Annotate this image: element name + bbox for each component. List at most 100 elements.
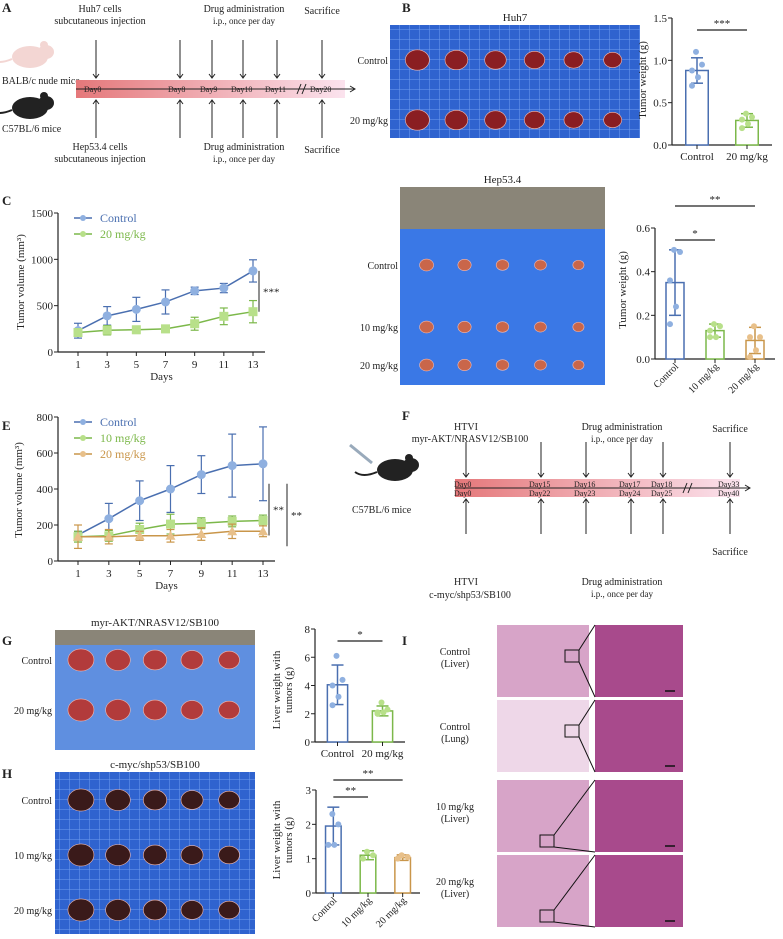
panel-f-bottom-arrow-head xyxy=(462,498,470,504)
data-point xyxy=(131,304,141,314)
data-point xyxy=(689,82,695,89)
zoom-box xyxy=(539,834,555,848)
tumor xyxy=(218,790,240,810)
data-point xyxy=(707,334,713,341)
a-bottom-event-1: subcutaneous injection xyxy=(54,154,145,165)
tumor xyxy=(603,52,622,68)
y-tick-label: 600 xyxy=(37,448,54,460)
histology-zoom xyxy=(595,625,683,697)
legend-label: Control xyxy=(100,415,137,429)
nude-mouse-icon xyxy=(0,41,54,68)
data-point xyxy=(219,283,229,293)
data-point xyxy=(339,676,346,683)
tumor xyxy=(143,844,168,866)
y-tick-label: 1000 xyxy=(31,254,54,266)
y-axis-label: Liver weight with xyxy=(271,650,283,729)
a-top-event-2: Drug administration xyxy=(204,4,285,15)
photo-row-label: 20 mg/kg xyxy=(360,361,398,372)
panel-f-bottom-arrow-head xyxy=(627,498,635,504)
data-point xyxy=(699,61,705,68)
tumor xyxy=(180,650,204,670)
significance-label: ** xyxy=(363,768,374,780)
panel-a-bottom-arrow-head xyxy=(208,99,216,105)
data-point xyxy=(693,48,699,55)
x-tick-label: 10 mg/kg xyxy=(686,361,721,396)
y-tick-label: 0.4 xyxy=(636,267,650,279)
legend-label: 10 mg/kg xyxy=(100,431,146,445)
y-tick-label: 1.0 xyxy=(653,55,667,67)
panel-f-day-label: Day18 xyxy=(651,480,672,489)
panel-f-day-label: Day17 xyxy=(619,480,640,489)
data-point xyxy=(743,110,749,117)
y-tick-label: 8 xyxy=(305,624,311,636)
panel-f-day-label: Day0 xyxy=(454,480,471,489)
data-point xyxy=(667,321,673,328)
ruler xyxy=(55,630,255,645)
data-point xyxy=(258,526,268,536)
histology-zoom xyxy=(595,700,683,772)
photo-row-label: Control xyxy=(367,261,398,272)
x-tick-label: Control xyxy=(680,151,714,163)
data-point xyxy=(196,529,207,538)
data-point xyxy=(739,125,745,132)
bar xyxy=(394,856,412,894)
panel-f-day-label: Day25 xyxy=(651,489,672,498)
y-tick-label: 500 xyxy=(37,301,54,313)
data-point xyxy=(227,526,238,536)
data-point xyxy=(689,67,695,74)
tumor xyxy=(180,900,204,920)
tumor xyxy=(105,899,131,921)
photo-row-label: 10 mg/kg xyxy=(14,851,52,862)
data-point xyxy=(749,114,755,121)
y-tick-label: 0.0 xyxy=(636,354,650,366)
panel-a-day-label: Day8 xyxy=(168,85,185,94)
x-tick-label: Control xyxy=(652,361,682,391)
data-point xyxy=(380,709,387,716)
tumor xyxy=(495,359,510,371)
tumor xyxy=(524,111,546,129)
a-top-event-3: Sacrifice xyxy=(304,6,340,17)
data-point xyxy=(102,311,112,321)
photo-title-B: Huh7 xyxy=(503,12,528,24)
tumor xyxy=(105,789,131,811)
tumor xyxy=(143,789,168,811)
a-bottom-event-3: Sacrifice xyxy=(304,145,340,156)
zoom-line xyxy=(578,699,596,726)
tumor xyxy=(457,321,472,333)
significance-label: ** xyxy=(273,505,284,517)
tumor xyxy=(495,259,510,271)
tumor xyxy=(67,898,95,922)
data-point xyxy=(325,841,332,848)
data-point xyxy=(329,702,336,709)
data-point xyxy=(751,323,757,330)
y-tick-label: 0 xyxy=(48,347,54,359)
x-tick-label: 13 xyxy=(258,568,270,580)
panel-a-axis-break xyxy=(296,83,307,95)
data-point xyxy=(713,334,719,341)
x-tick-label: Control xyxy=(310,895,340,925)
y-tick-label: 800 xyxy=(37,412,54,424)
y-tick-label: 200 xyxy=(37,520,54,532)
x-tick-label: 5 xyxy=(137,568,143,580)
zoom-line xyxy=(553,921,596,928)
panel-f-top-arrow-head xyxy=(582,472,590,478)
histology-label: Control xyxy=(440,647,471,658)
tumor xyxy=(180,790,204,810)
tumor xyxy=(457,259,472,271)
y-tick-label: 2 xyxy=(306,819,312,831)
tumor xyxy=(218,650,240,670)
photo-row-label: Control xyxy=(357,56,388,67)
histology-overview xyxy=(497,625,589,697)
tumor xyxy=(143,649,168,671)
significance-label: * xyxy=(357,629,363,641)
tumor xyxy=(143,699,168,721)
data-point xyxy=(161,297,170,307)
tumor xyxy=(105,844,131,866)
tumor xyxy=(603,112,622,128)
histology-zoom xyxy=(595,855,683,927)
photo-row-label: 10 mg/kg xyxy=(360,323,398,334)
data-point xyxy=(360,855,366,862)
legend-marker xyxy=(80,451,86,457)
data-point xyxy=(364,848,370,855)
zoom-line xyxy=(578,624,596,651)
